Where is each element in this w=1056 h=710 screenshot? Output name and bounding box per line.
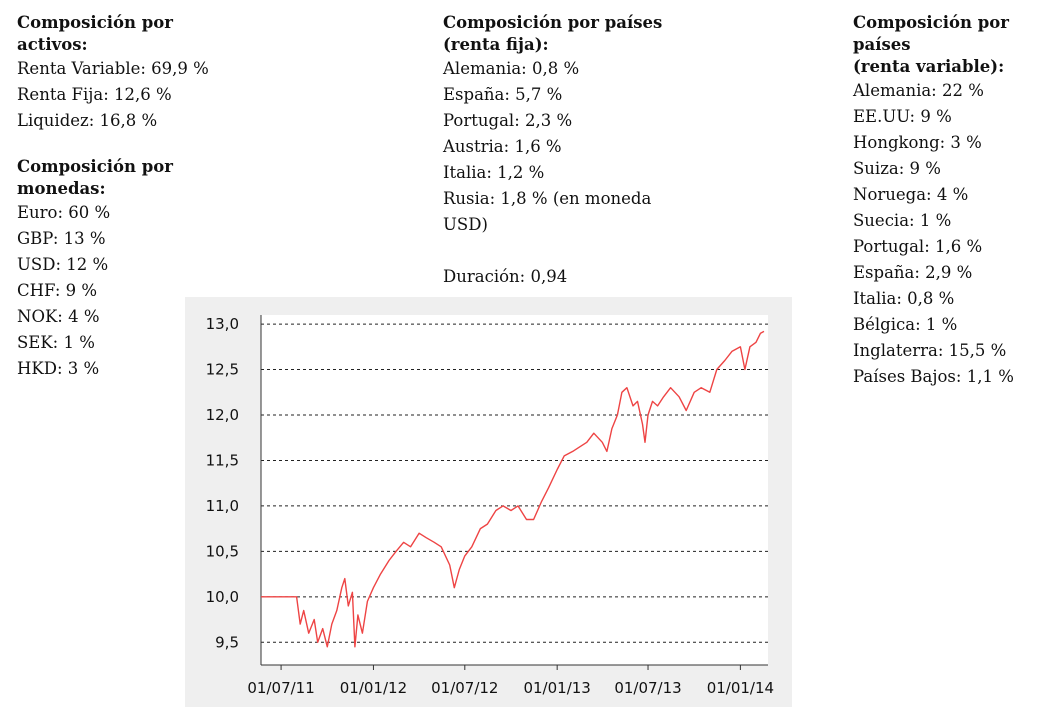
list-item: Hongkong: 3 % xyxy=(853,133,982,152)
duration-text: Duración: 0,94 xyxy=(443,267,568,286)
y-tick-label: 11,0 xyxy=(206,497,239,515)
list-item: Renta Variable: 69,9 % xyxy=(17,59,209,78)
list-item: USD: 12 % xyxy=(17,255,109,274)
equity-section: Composición por países (renta variable): … xyxy=(853,12,1056,390)
plot-area xyxy=(261,315,768,665)
list-item: GBP: 13 % xyxy=(17,229,106,248)
list-item: Portugal: 2,3 % xyxy=(443,111,573,130)
list-item: Suiza: 9 % xyxy=(853,159,941,178)
list-item: Italia: 0,8 % xyxy=(853,289,955,308)
list-item: Noruega: 4 % xyxy=(853,185,969,204)
list-item: España: 5,7 % xyxy=(443,85,563,104)
equity-title: Composición por países (renta variable): xyxy=(853,13,1009,76)
x-tick-label: 01/01/14 xyxy=(707,679,774,697)
assets-section: Composición por activos: Renta Variable: … xyxy=(17,12,209,134)
y-tick-label: 10,5 xyxy=(206,542,239,560)
series-line xyxy=(261,330,765,648)
y-tick-label: 12,5 xyxy=(206,361,239,379)
x-tick-label: 01/07/11 xyxy=(247,679,314,697)
y-tick-label: 10,0 xyxy=(206,588,239,606)
list-item: EE.UU: 9 % xyxy=(853,107,952,126)
list-item: NOK: 4 % xyxy=(17,307,100,326)
list-item: Suecia: 1 % xyxy=(853,211,952,230)
x-tick-label: 01/07/13 xyxy=(614,679,681,697)
list-item: Portugal: 1,6 % xyxy=(853,237,983,256)
list-item: Alemania: 22 % xyxy=(853,81,984,100)
list-item: Euro: 60 % xyxy=(17,203,111,222)
list-item: Italia: 1,2 % xyxy=(443,163,545,182)
list-item: España: 2,9 % xyxy=(853,263,973,282)
currencies-title: Composición por monedas: xyxy=(17,157,173,198)
x-tick-label: 01/07/12 xyxy=(431,679,498,697)
list-item: Rusia: 1,8 % (en moneda xyxy=(443,189,652,208)
list-item: SEK: 1 % xyxy=(17,333,95,352)
list-item: USD) xyxy=(443,215,488,234)
x-tick-label: 01/01/12 xyxy=(340,679,407,697)
y-tick-label: 9,5 xyxy=(215,633,239,651)
nav-line-chart: 13,0 12,5 12,0 11,5 11,0 10,5 10,0 9,5 01/07/11 0… xyxy=(185,297,792,707)
list-item: CHF: 9 % xyxy=(17,281,98,300)
list-item: Bélgica: 1 % xyxy=(853,315,958,334)
list-item: Liquidez: 16,8 % xyxy=(17,111,158,130)
list-item: Austria: 1,6 % xyxy=(443,137,562,156)
y-tick-label: 12,0 xyxy=(206,406,239,424)
list-item: HKD: 3 % xyxy=(17,359,100,378)
list-item: Renta Fija: 12,6 % xyxy=(17,85,172,104)
fixed-income-section: Composición por países (renta fija): Alem… xyxy=(443,12,662,290)
chart-svg: 13,0 12,5 12,0 11,5 11,0 10,5 10,0 9,5 01/07/11 0… xyxy=(206,315,774,697)
list-item: Países Bajos: 1,1 % xyxy=(853,367,1014,386)
y-tick-label: 11,5 xyxy=(206,451,239,469)
x-tick-label: 01/01/13 xyxy=(523,679,590,697)
currencies-section: Composición por monedas: Euro: 60 % GBP: … xyxy=(17,156,173,382)
list-item: Inglaterra: 15,5 % xyxy=(853,341,1007,360)
fixed-income-title: Composición por países (renta fija): xyxy=(443,13,663,54)
assets-title: Composición por activos: xyxy=(17,13,173,54)
y-tick-label: 13,0 xyxy=(206,315,239,333)
list-item: Alemania: 0,8 % xyxy=(443,59,580,78)
